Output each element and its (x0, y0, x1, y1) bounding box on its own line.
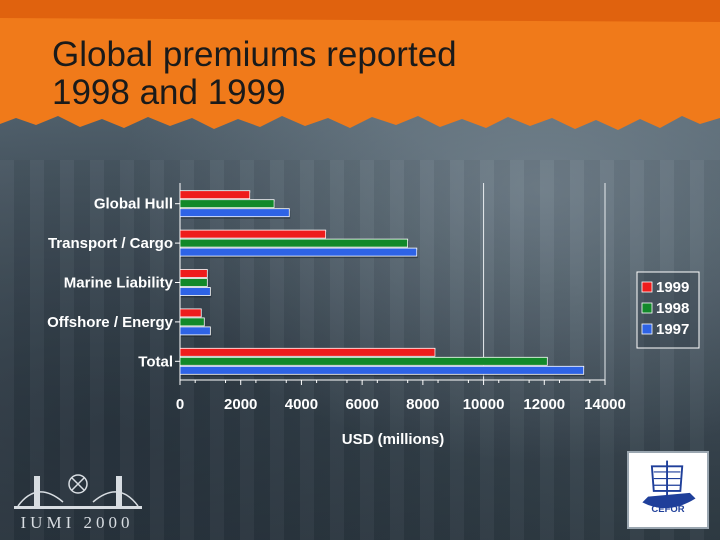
legend-swatch-1997 (641, 323, 653, 335)
bridge-logo (14, 474, 142, 509)
logo-left-text: IUMI 2000 (20, 513, 134, 532)
x-tick-label-8000: 8000 (406, 396, 439, 413)
title-line-1: Global premiums reported (52, 35, 457, 74)
bar-1998-4 (179, 356, 548, 366)
category-label: Global Hull (94, 196, 173, 213)
category-label: Marine Liability (64, 275, 174, 292)
x-tick-label-0: 0 (176, 396, 184, 413)
cefor-logo-text: CEFOR (651, 504, 684, 515)
legend-label-1999: 1999 (656, 279, 689, 296)
legend-label-1997: 1997 (656, 321, 689, 338)
category-label: Offshore / Energy (47, 314, 174, 331)
bar-1997-2 (179, 287, 211, 296)
bar-1999-1 (179, 229, 327, 239)
bar-1999-4 (179, 347, 436, 357)
x-tick-label-6000: 6000 (345, 396, 378, 413)
bar-1998-1 (179, 238, 409, 248)
category-label: Transport / Cargo (48, 235, 173, 252)
x-tick-label-10000: 10000 (463, 396, 505, 413)
x-tick-label-2000: 2000 (224, 396, 257, 413)
bar-1998-2 (179, 278, 208, 287)
bar-1997-0 (179, 208, 290, 218)
bar-1997-1 (179, 247, 418, 257)
bar-1998-0 (179, 199, 275, 209)
x-tick-label-14000: 14000 (584, 396, 626, 413)
bar-1997-4 (179, 365, 585, 375)
bar-1999-0 (179, 190, 251, 200)
legend-swatch-1999 (641, 281, 653, 293)
bar-1997-3 (179, 326, 211, 336)
bar-1999-2 (179, 269, 208, 278)
category-label: Total (138, 353, 173, 370)
bar-1998-3 (179, 317, 205, 327)
cefor-logo: CEFOR (627, 451, 709, 529)
legend-swatch-1998 (641, 302, 653, 314)
legend-label-1998: 1998 (656, 300, 689, 317)
x-tick-label-4000: 4000 (285, 396, 318, 413)
x-axis-label: USD (millions) (342, 431, 445, 448)
slide-title: Global premiums reported 1998 and 1999 (52, 36, 457, 112)
title-line-2: 1998 and 1999 (52, 73, 286, 112)
bar-1999-3 (179, 308, 202, 318)
title-banner (0, 0, 720, 130)
x-tick-label-12000: 12000 (523, 396, 565, 413)
